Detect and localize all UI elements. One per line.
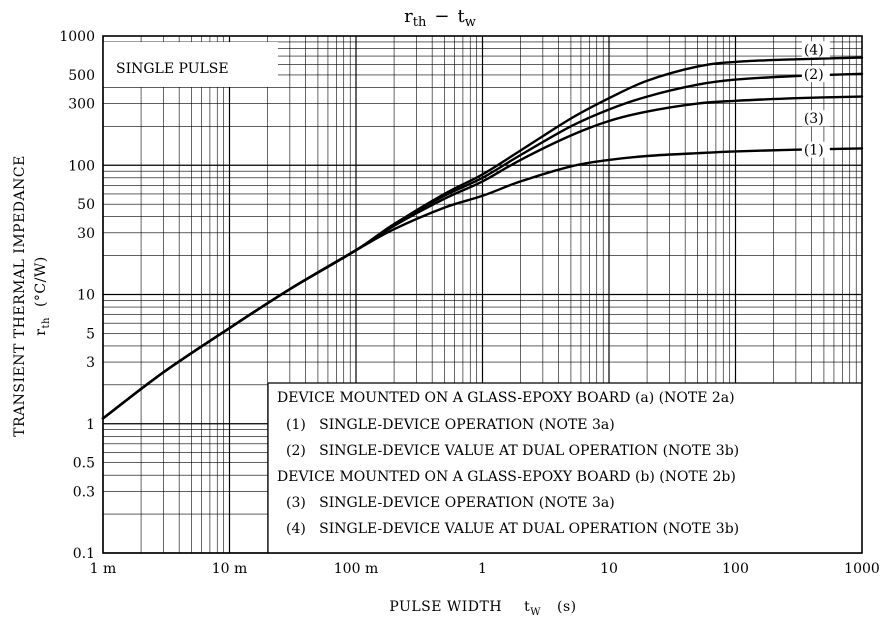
y-tick-label: 3 bbox=[86, 355, 95, 371]
chart-title: rth − tw bbox=[404, 6, 476, 30]
x-tick-label: 10 m bbox=[212, 561, 248, 577]
title-main: r bbox=[404, 6, 413, 27]
y-tick-label: 30 bbox=[77, 226, 95, 242]
y-tick-label: 500 bbox=[68, 68, 95, 84]
y-tick-label: 1000 bbox=[59, 29, 95, 45]
title-second: t bbox=[457, 6, 465, 27]
x-tick-label: 10 bbox=[600, 561, 618, 577]
curve-layer bbox=[101, 56, 864, 420]
y-axis-symbol: r bbox=[33, 329, 49, 336]
series-tag-3: (3) bbox=[804, 111, 824, 127]
y-tick-label: 0.5 bbox=[73, 456, 95, 472]
y-tick-label: 0.1 bbox=[73, 546, 95, 562]
series-tag-bg bbox=[801, 66, 830, 83]
y-tick-label: 1 bbox=[86, 417, 95, 433]
x-tick-label: 100 bbox=[722, 561, 749, 577]
y-axis-symbol-label: rth (°C/W) bbox=[33, 256, 52, 335]
y-tick-label: 100 bbox=[68, 158, 95, 174]
tick-labels: 1 m 10 m 100 m 1 10 100 1000 0.1 0.3 0.5 1 3 5 10 30 50… bbox=[59, 29, 879, 577]
series-line-4 bbox=[101, 56, 864, 420]
legend-box: DEVICE MOUNTED ON A GLASS-EPOXY BOARD (a… bbox=[267, 382, 862, 553]
series-tag-2: (2) bbox=[804, 67, 824, 83]
x-tick-label: 100 m bbox=[334, 561, 378, 577]
x-tick-label: 1 m bbox=[90, 561, 117, 577]
legend-line-6: (4) SINGLE-DEVICE VALUE AT DUAL OPERATIO… bbox=[286, 521, 739, 537]
series-tag-4: (4) bbox=[804, 42, 824, 58]
x-tick-label: 1000 bbox=[844, 561, 880, 577]
legend-line-1: DEVICE MOUNTED ON A GLASS-EPOXY BOARD (a… bbox=[277, 390, 735, 406]
title-main-sub: th bbox=[413, 15, 427, 30]
legend-line-5: (3) SINGLE-DEVICE OPERATION (NOTE 3a) bbox=[286, 495, 615, 511]
x-tick-label: 1 bbox=[478, 561, 487, 577]
single-pulse-box bbox=[103, 42, 278, 87]
legend-line-4: DEVICE MOUNTED ON A GLASS-EPOXY BOARD (b… bbox=[277, 469, 736, 485]
y-tick-label: 0.3 bbox=[73, 484, 95, 500]
x-axis-unit: (s) bbox=[557, 599, 577, 615]
series-tag-1: (1) bbox=[804, 143, 824, 159]
legend-background bbox=[268, 383, 862, 553]
plot-frame bbox=[102, 35, 863, 554]
y-axis-title: TRANSIENT THERMAL IMPEDANCE bbox=[12, 155, 28, 437]
series-tag-bg bbox=[801, 141, 830, 158]
y-axis-symbol-sub: th bbox=[41, 317, 52, 329]
y-tick-label: 50 bbox=[77, 197, 95, 213]
y-tick-label: 300 bbox=[68, 97, 95, 113]
single-pulse-annotation: SINGLE PULSE bbox=[103, 42, 278, 87]
title-second-sub: w bbox=[465, 15, 476, 30]
y-tick-label: 10 bbox=[77, 288, 95, 304]
legend-line-2: (1) SINGLE-DEVICE OPERATION (NOTE 3a) bbox=[286, 417, 615, 433]
x-axis-symbol: t bbox=[524, 599, 530, 615]
series-tag-bg bbox=[801, 110, 830, 127]
y-axis-unit: (°C/W) bbox=[33, 256, 49, 307]
single-pulse-label: SINGLE PULSE bbox=[116, 61, 229, 77]
curve-tags: (1) (2) (3) (4) bbox=[801, 41, 830, 159]
y-tick-label: 5 bbox=[86, 326, 95, 342]
x-axis-title: PULSE WIDTH tW (s) bbox=[389, 599, 576, 618]
x-axis-title-main: PULSE WIDTH bbox=[389, 599, 502, 615]
legend-line-3: (2) SINGLE-DEVICE VALUE AT DUAL OPERATIO… bbox=[286, 443, 739, 459]
x-axis-symbol-sub: W bbox=[530, 607, 541, 618]
title-dash: − bbox=[434, 6, 449, 27]
series-tag-bg bbox=[801, 41, 830, 58]
